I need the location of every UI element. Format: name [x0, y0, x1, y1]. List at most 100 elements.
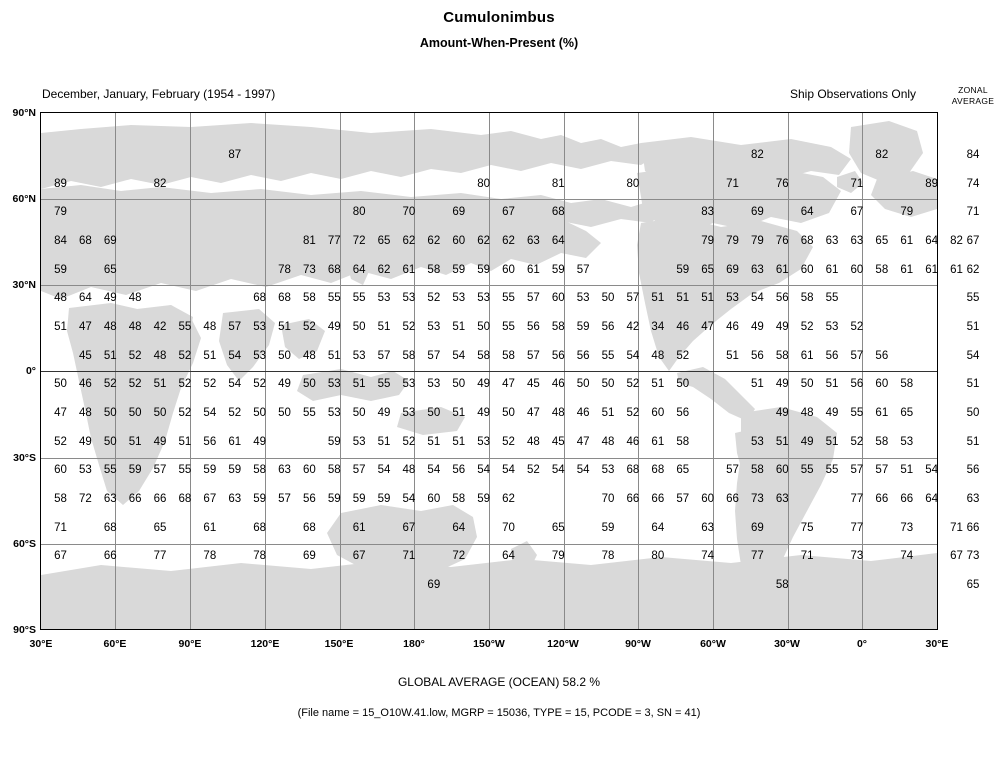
- grid-cell-value: 50: [502, 407, 515, 419]
- grid-cell-value: 50: [278, 407, 291, 419]
- grid-cell-value: 58: [502, 349, 515, 362]
- grid-cell-value: 47: [526, 407, 540, 419]
- grid-cell-value: 59: [576, 321, 590, 333]
- grid-cell-value: 64: [800, 206, 814, 219]
- grid-cell-value: 73: [850, 550, 864, 563]
- world-map-plot: [40, 112, 938, 630]
- grid-cell-value: 46: [726, 321, 739, 333]
- grid-cell-value: 82: [153, 177, 167, 190]
- grid-cell-value: 71: [54, 521, 67, 534]
- grid-cell-value: 87: [228, 149, 242, 161]
- grid-cell-value: 51: [153, 378, 167, 391]
- zonal-average-value: 62: [966, 263, 980, 276]
- grid-cell-value: 65: [875, 235, 889, 247]
- grid-cell-value: 62: [402, 235, 416, 247]
- grid-cell-value: 66: [626, 493, 640, 505]
- lat-label-30n: 30°N: [12, 279, 36, 291]
- grid-cell-value: 50: [103, 407, 117, 419]
- grid-cell-value: 63: [825, 235, 839, 247]
- lat-label-30s: 30°S: [13, 452, 36, 464]
- grid-cell-value: 52: [203, 378, 217, 391]
- grid-cell-value: 71: [726, 177, 739, 190]
- grid-cell-value: 45: [78, 349, 92, 362]
- grid-cell-value: 56: [601, 321, 615, 333]
- grid-cell-value: 49: [278, 378, 291, 391]
- grid-cell-value: 66: [726, 493, 739, 505]
- grid-cell-value: 46: [676, 321, 690, 333]
- grid-cell-value: 63: [701, 521, 714, 534]
- grid-cell-value: 55: [178, 321, 192, 333]
- grid-cell-value: 64: [651, 521, 665, 534]
- grid-cell-value: 61: [925, 263, 938, 276]
- grid-cell-value: 70: [502, 521, 515, 534]
- chart-title: Cumulonimbus: [443, 9, 555, 26]
- grid-cell-value: 55: [352, 292, 366, 305]
- grid-cell-value: 51: [203, 349, 217, 362]
- grid-cell-value: 53: [327, 378, 341, 391]
- grid-cell-value: 61: [228, 435, 242, 448]
- zonal-average-value: 56: [966, 464, 980, 477]
- grid-cell-value: 57: [526, 292, 540, 305]
- grid-cell-value: 53: [352, 435, 366, 448]
- grid-cell-value: 51: [676, 292, 690, 305]
- zonal-average-value: 51: [966, 321, 980, 333]
- grid-cell-value: 57: [526, 349, 540, 362]
- grid-cell-value: 52: [502, 435, 515, 448]
- grid-cell-value: 56: [302, 493, 316, 505]
- grid-cell-value: 59: [676, 263, 690, 276]
- grid-cell-value: 73: [750, 493, 764, 505]
- grid-cell-value: 59: [54, 263, 67, 276]
- grid-cell-value: 56: [850, 378, 864, 391]
- grid-cell-value: 51: [775, 435, 789, 448]
- grid-cell-value: 49: [477, 378, 490, 391]
- gridline-horizontal: [41, 199, 937, 200]
- grid-cell-value: 58: [676, 435, 690, 448]
- grid-cell-value: 58: [452, 493, 466, 505]
- grid-cell-value: 59: [128, 464, 142, 477]
- grid-cell-value: 62: [427, 235, 441, 247]
- grid-cell-value: 69: [302, 550, 316, 563]
- grid-cell-value: 51: [726, 349, 739, 362]
- grid-cell-value: 50: [601, 378, 615, 391]
- lon-label-9: 60°W: [700, 638, 726, 650]
- grid-cell-value: 52: [402, 321, 416, 333]
- lon-label-3: 120°E: [250, 638, 280, 650]
- grid-cell-value: 52: [626, 378, 640, 391]
- grid-cell-value: 48: [551, 407, 565, 419]
- lon-label-4: 150°E: [324, 638, 354, 650]
- grid-cell-value: 72: [78, 493, 92, 505]
- grid-cell-value: 48: [103, 321, 117, 333]
- grid-cell-value: 65: [377, 235, 391, 247]
- grid-cell-value: 69: [750, 206, 764, 219]
- grid-cell-value: 51: [427, 435, 441, 448]
- grid-cell-value: 67: [502, 206, 515, 219]
- zonal-average-value: 55: [966, 292, 980, 305]
- grid-cell-value: 52: [54, 435, 67, 448]
- grid-cell-value: 52: [850, 435, 864, 448]
- grid-cell-value: 42: [626, 321, 640, 333]
- gridline-horizontal: [41, 458, 937, 459]
- grid-cell-value: 50: [477, 321, 490, 333]
- grid-cell-value: 63: [850, 235, 864, 247]
- grid-cell-value: 81: [551, 177, 565, 190]
- grid-cell-value: 51: [750, 378, 764, 391]
- grid-cell-value: 78: [203, 550, 217, 563]
- data-source-label: Ship Observations Only: [790, 87, 917, 101]
- grid-cell-value: 50: [103, 435, 117, 448]
- grid-cell-value: 46: [551, 378, 565, 391]
- grid-cell-value: 47: [54, 407, 67, 419]
- grid-cell-value: 61: [950, 263, 963, 276]
- grid-cell-value: 48: [203, 321, 217, 333]
- grid-cell-value: 68: [327, 263, 341, 276]
- grid-cell-value: 52: [302, 321, 316, 333]
- grid-cell-value: 50: [352, 321, 366, 333]
- grid-cell-value: 50: [427, 407, 441, 419]
- grid-cell-value: 70: [601, 493, 615, 505]
- grid-cell-value: 49: [477, 407, 490, 419]
- grid-cell-value: 50: [153, 407, 167, 419]
- grid-cell-value: 50: [352, 407, 366, 419]
- grid-cell-value: 79: [54, 206, 67, 219]
- grid-cell-value: 71: [950, 521, 963, 534]
- grid-cell-value: 54: [427, 464, 441, 477]
- grid-cell-value: 68: [78, 235, 92, 247]
